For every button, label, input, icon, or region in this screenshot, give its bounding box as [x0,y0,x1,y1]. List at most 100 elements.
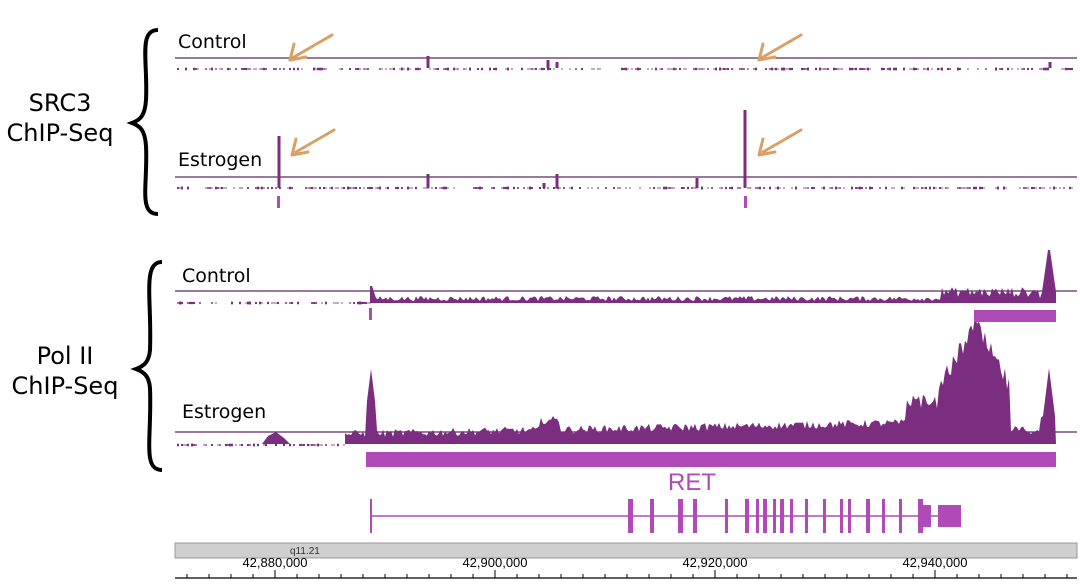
annotation-arrow [290,128,336,157]
src3-control-noise [273,68,275,70]
src3-estrogen-noise [921,187,923,189]
gene-exon [650,499,654,533]
src3-control-noise [627,68,629,70]
src3-estrogen-noise [1003,186,1005,190]
src3-control-noise [819,67,821,71]
src3-estrogen-noise [613,187,615,189]
src3-estrogen-noise [329,187,331,189]
src3-peak-bar-1 [277,196,280,208]
pol2-control-noise [247,301,249,305]
src3-control-noise [533,68,535,70]
src3-estrogen-noise [341,187,343,189]
src3-control-noise [727,68,729,70]
src3-control-noise [887,68,889,70]
src3-control-noise [379,68,381,70]
pol2-control-noise [199,302,201,304]
src3-estrogen-noise [505,186,507,190]
src3-control-noise [667,68,669,70]
ideogram-band-label: q11.21 [290,546,320,557]
src3-control-noise [575,68,577,70]
src3-estrogen-noise [1043,187,1045,189]
src3-estrogen-noise [683,187,685,189]
gene-exon [763,499,767,533]
src3-estrogen-noise [659,187,661,189]
src3-control-noise [867,67,869,71]
src3-estrogen-noise [359,187,361,189]
src3-estrogen-noise [247,187,249,189]
src3-estrogen-noise [517,187,519,189]
src3-control-noise [821,68,823,70]
src3-control-noise [889,67,891,71]
pol2-control-noise [321,302,323,304]
src3-control-noise [669,68,671,70]
src3-estrogen-noise [387,186,389,190]
coordinate-axis: 42,880,000 42,900,000 42,920,000 42,940,000 [175,555,1077,579]
gene-exon [780,499,784,533]
src3-estrogen-noise [813,187,815,189]
src3-control-noise [253,68,255,70]
arrows-layer [288,33,803,157]
src3-control-noise [243,67,245,71]
src3-control-noise [719,67,721,71]
src3-estrogen-noise [665,186,667,190]
src3-control-noise [355,68,357,70]
src3-estrogen-noise [351,187,353,189]
src3-estrogen-noise [925,186,927,190]
gene-exon [899,499,902,533]
src3-control-noise [895,67,897,71]
src3-control-noise [569,68,571,70]
src3-estrogen-noise [719,187,721,189]
src3-estrogen-noise [259,187,261,189]
src3-control-noise [1017,68,1019,70]
src3-estrogen-noise [1033,187,1035,189]
pol2-control-noise [361,301,363,305]
src3-estrogen-noise [423,187,425,189]
pol2-control-noise [187,302,189,304]
src3-estrogen-noise [649,187,651,189]
src3-control-noise [787,68,789,70]
src3-control-noise [339,68,341,70]
pol2-estrogen-noise [181,444,183,446]
src3-control-noise [743,68,745,70]
gene-name-label: RET [668,469,716,496]
src3-estrogen-noise [1053,186,1055,190]
src3-estrogen-noise [477,187,479,189]
pol2-control-noise [273,302,275,304]
src3-control-noise [941,67,943,71]
src3-estrogen-noise [255,187,257,189]
pol2-control-noise [325,301,327,305]
src3-control-noise [913,67,915,71]
src3-estrogen-noise [207,187,209,189]
src3-control-noise [837,68,839,70]
src3-control-noise [701,68,703,70]
gene-exon [725,499,728,533]
src3-control-noise [547,67,549,71]
src3-control-noise [739,68,741,70]
src3-control-noise [725,68,727,70]
src3-estrogen-noise [447,187,449,189]
src3-estrogen-noise [749,187,751,189]
pol2-control-noise [181,301,183,305]
src3-control-noise [211,67,213,71]
src3-control-noise [561,68,563,70]
src3-estrogen-noise [209,187,211,189]
pol2-estrogen-noise [331,444,333,446]
src3-estrogen-noise [973,186,975,190]
src3-estrogen-noise [965,187,967,189]
src3-control-noise [781,67,783,71]
gene-exon [790,499,793,533]
src3-control-noise [851,67,853,71]
src3-control-noise [771,67,773,71]
src3-control-peak [555,62,559,68]
src3-control-noise [855,67,857,71]
src3-control-noise [457,68,459,70]
src3-control-label: Control [178,31,247,53]
src3-control-noise [791,67,793,71]
src3-control-noise [939,68,941,70]
pol2-control-noise [297,301,299,305]
src3-estrogen-noise [945,187,947,189]
src3-estrogen-noise [479,186,481,190]
pol2-control-peak-bar-2 [974,310,1056,322]
src3-estrogen-noise [669,187,671,189]
